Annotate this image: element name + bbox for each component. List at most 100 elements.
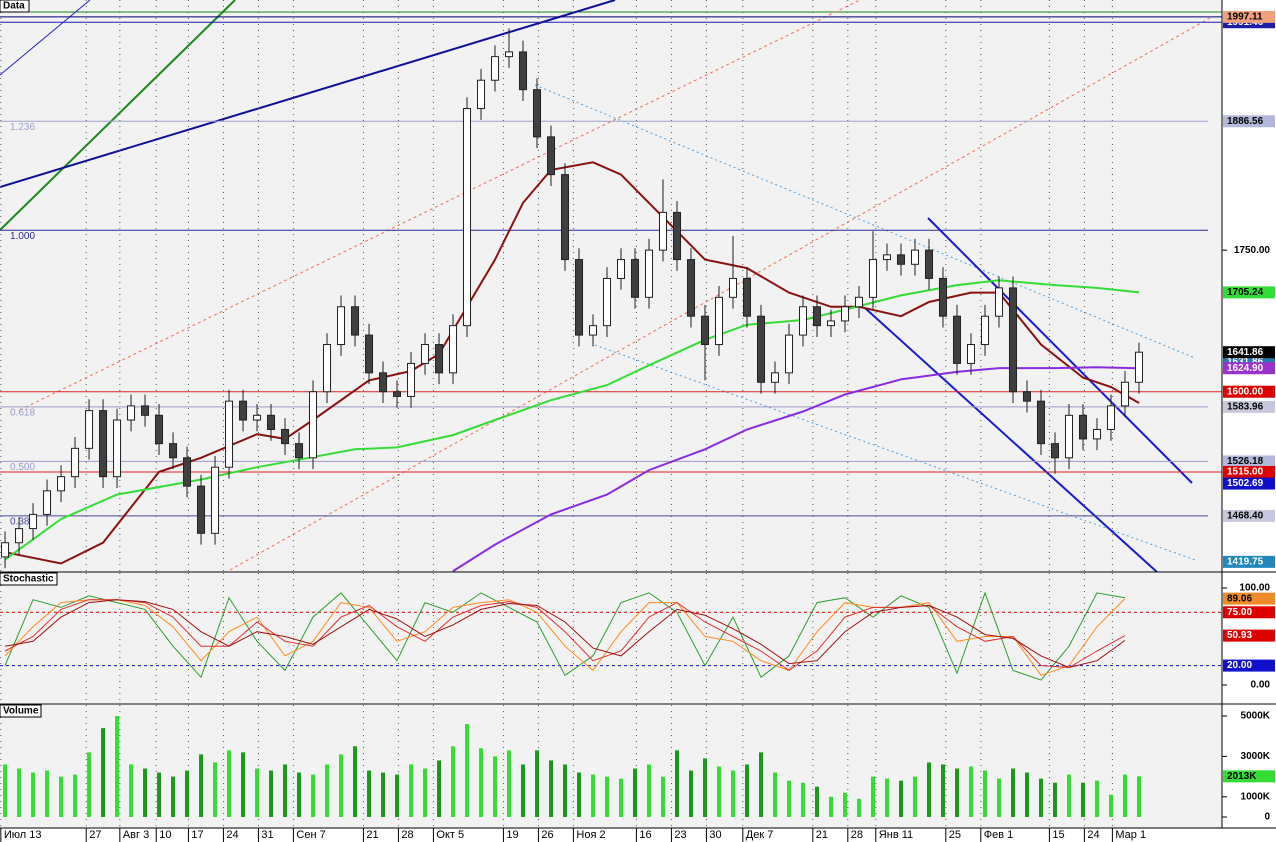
candle-body — [1078, 414, 1087, 440]
candle-body — [994, 287, 1003, 317]
volume-bar — [171, 776, 176, 817]
panel-title: Data — [3, 1, 25, 12]
price-tag — [1223, 385, 1275, 398]
stochastic-panel — [0, 573, 1222, 703]
candle-body — [449, 325, 458, 374]
volume-bar — [409, 764, 414, 817]
candle-body — [826, 320, 835, 327]
candle-body — [365, 334, 374, 374]
candle-body — [701, 315, 710, 346]
volume-bar — [828, 796, 833, 817]
candle-body — [659, 211, 668, 251]
price-tag-label: 1468.40 — [1227, 511, 1264, 522]
volume-bar — [801, 782, 806, 817]
fib-label: 0.500 — [10, 462, 35, 473]
candle-body — [239, 400, 248, 421]
candle-body — [617, 259, 626, 279]
x-tick-label: 27 — [89, 829, 101, 841]
candle-body — [952, 315, 961, 364]
x-tick-label: 19 — [506, 829, 518, 841]
x-tick-label: 30 — [709, 829, 721, 841]
candle-body — [197, 485, 206, 534]
volume-bar — [912, 776, 917, 817]
candle-body — [1036, 400, 1045, 445]
volume-bar — [45, 770, 50, 817]
volume-bar — [870, 776, 875, 817]
volume-bar — [940, 764, 945, 817]
volume-bar — [884, 778, 889, 817]
candle-body — [673, 211, 682, 261]
volume-bar — [898, 780, 903, 817]
volume-bar — [773, 772, 778, 817]
candle-body — [505, 51, 514, 58]
candle-body — [631, 259, 640, 298]
volume-bar — [31, 772, 36, 817]
price-tag-label: 1600.00 — [1227, 386, 1264, 397]
price-tag — [1223, 592, 1275, 605]
stochastic-line — [4, 599, 1126, 669]
price-tag-label: 1583.96 — [1227, 401, 1264, 412]
candle-body — [980, 315, 989, 346]
volume-bar — [157, 772, 162, 817]
candle-body — [281, 428, 290, 445]
volume-bar — [115, 716, 120, 817]
candle-body — [1134, 351, 1143, 383]
candle-body — [85, 410, 94, 449]
volume-bar — [1122, 774, 1127, 817]
x-tick-label: Июл 13 — [4, 829, 42, 841]
candle-body — [575, 259, 584, 336]
candle-body — [393, 391, 402, 397]
volume-bar — [535, 750, 540, 817]
candle-body — [785, 334, 794, 374]
price-tag — [1223, 362, 1275, 375]
price-tag — [1223, 555, 1275, 568]
panel-title: Stochastic — [3, 574, 54, 585]
panel-title: Volume — [3, 706, 39, 717]
volume-bar — [1108, 794, 1113, 817]
volume-panel — [0, 705, 1222, 828]
moving-average — [4, 161, 1140, 565]
volume-bar — [661, 776, 666, 817]
price-plot: 1.236 1.000 0.618 0.500 0.382 — [0, 0, 1222, 572]
volume-bar — [255, 768, 260, 817]
candle-body — [225, 400, 234, 468]
volume-bar — [1052, 782, 1057, 817]
candle-body — [435, 344, 444, 374]
price-tag — [1223, 465, 1275, 478]
volume-bar — [381, 772, 386, 817]
candle-body — [337, 306, 346, 346]
candle-body — [589, 325, 598, 336]
y-tick-label: 3000K — [1241, 751, 1271, 762]
price-tag-label: 1624.90 — [1227, 363, 1264, 374]
y-tick-label: 5000K — [1241, 711, 1271, 722]
price-tag-label: 75.00 — [1227, 607, 1252, 618]
volume-bar — [954, 768, 959, 817]
candle-body — [910, 249, 919, 265]
panel-title-box — [0, 572, 58, 586]
candle-body — [155, 414, 164, 445]
moving-average — [4, 279, 1140, 561]
volume-bar — [1066, 774, 1071, 817]
volume-bar — [647, 764, 652, 817]
x-tick-label: 21 — [366, 829, 378, 841]
candle-body — [113, 419, 122, 478]
price-tag — [1223, 455, 1275, 468]
volume-bar — [297, 772, 302, 817]
price-tag — [1223, 400, 1275, 413]
candle-body — [295, 443, 304, 459]
x-tick-label: Сен 7 — [296, 829, 325, 841]
y-tick-label: 1000K — [1241, 791, 1271, 802]
x-tick-label: 24 — [1087, 829, 1099, 841]
candle-body — [1120, 381, 1129, 407]
price-tag-label: 50.93 — [1227, 630, 1252, 641]
x-tick-label: 21 — [816, 829, 828, 841]
volume-bar — [814, 786, 819, 817]
volume-bar — [339, 754, 344, 817]
candle-body — [938, 277, 947, 317]
stochastic-line — [4, 591, 1126, 681]
x-tick-label: 16 — [639, 829, 651, 841]
volume-bar — [731, 770, 736, 817]
candle-body — [463, 108, 472, 327]
price-tag-label: 89.06 — [1227, 593, 1252, 604]
